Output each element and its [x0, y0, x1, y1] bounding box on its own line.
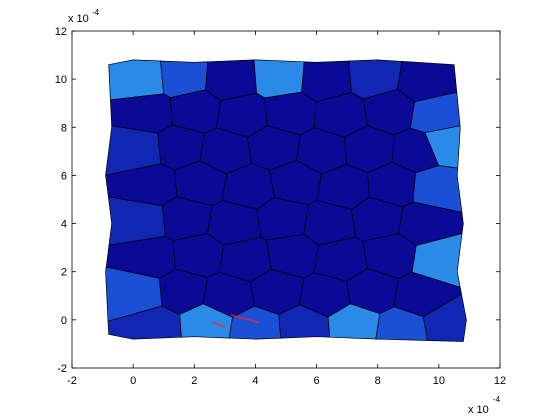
- grain-mesh: [105, 59, 467, 342]
- x-tick-label: 8: [375, 375, 381, 387]
- x-tick-label: 0: [130, 375, 136, 387]
- y-axis-ticks: -2 0 2 4 6 8 10 12: [55, 26, 500, 375]
- y-tick-label: 4: [61, 219, 67, 231]
- grain-cell: [108, 59, 165, 101]
- y-tick-label: 2: [61, 267, 67, 279]
- y-tick-label: 8: [61, 122, 67, 134]
- x-tick-label: 2: [191, 375, 197, 387]
- x-exponent-label: x 10: [468, 404, 489, 414]
- axes-box: [71, 30, 501, 369]
- x-axis-ticks: -2 0 2 4 6 8 10 12: [67, 31, 506, 387]
- x-tick-label: 4: [252, 375, 258, 387]
- y-tick-label: -2: [57, 363, 67, 375]
- crack-segment: [230, 314, 259, 323]
- y-tick-label: 6: [61, 170, 67, 182]
- x-tick-label: 12: [494, 375, 506, 387]
- plot-area: [105, 59, 467, 342]
- y-exponent-power: -4: [92, 8, 100, 17]
- y-tick-label: 10: [55, 74, 67, 86]
- grain-cell: [422, 293, 467, 342]
- y-tick-label: 12: [55, 26, 67, 38]
- crack-segment: [212, 321, 226, 328]
- crack-lines: [212, 314, 259, 328]
- y-exponent-label: x 10: [68, 13, 89, 25]
- x-exponent-power: -4: [493, 395, 501, 404]
- x-tick-label: 6: [314, 375, 320, 387]
- y-tick-label: 0: [61, 315, 67, 327]
- grain-cell: [253, 59, 305, 99]
- x-tick-label: -2: [67, 375, 77, 387]
- grain-cell: [256, 197, 310, 241]
- x-tick-label: 10: [433, 375, 445, 387]
